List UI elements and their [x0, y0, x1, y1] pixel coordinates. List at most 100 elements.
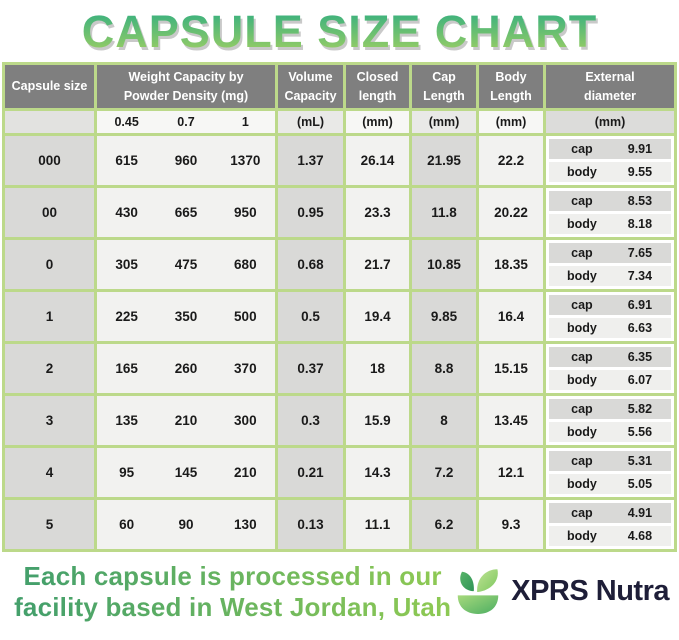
closed-length-cell: 23.3: [343, 185, 412, 240]
body-length-cell: 16.4: [476, 289, 546, 344]
ext-body-value: 8.18: [627, 217, 653, 231]
col-header-cap-length: Cap Length: [409, 62, 479, 111]
table-row-4: 4 95 145 210 0.21 14.3 7.2 12.1 cap 5.31 …: [2, 445, 677, 500]
brand-logo: XPRS Nutra: [451, 565, 669, 619]
ext-body-label: body: [567, 269, 597, 283]
volume-cell: 0.68: [275, 237, 346, 292]
capsule-size-cell: 5: [2, 497, 97, 552]
footer-tagline-line1: Each capsule is processed in our: [23, 561, 442, 591]
cap-length-cell: 6.2: [409, 497, 479, 552]
ext-cap-value: 6.35: [627, 350, 653, 364]
ext-cap-value: 5.82: [627, 402, 653, 416]
weight-value: 665: [174, 205, 198, 220]
ext-body-band: body 9.55: [549, 162, 671, 182]
table-row-00: 00 430 665 950 0.95 23.3 11.8 20.22 cap 8…: [2, 185, 677, 240]
ext-cap-value: 5.31: [627, 454, 653, 468]
weight-value: 950: [234, 205, 257, 220]
ext-cap-label: cap: [571, 506, 593, 520]
units-empty-cell: [2, 108, 97, 136]
ext-cap-band: cap 8.53: [549, 191, 671, 211]
closed-length-cell: 15.9: [343, 393, 412, 448]
ext-body-value: 6.63: [627, 321, 653, 335]
ext-cap-label: cap: [571, 454, 593, 468]
volume-cell: 0.37: [275, 341, 346, 396]
weight-capacity-cell: 430 665 950: [94, 185, 278, 240]
unit-body-length: (mm): [476, 108, 546, 136]
ext-cap-label: cap: [571, 350, 593, 364]
external-diameter-cell: cap 8.53 body 8.18: [543, 185, 677, 240]
external-diameter-cell: cap 5.82 body 5.56: [543, 393, 677, 448]
closed-length-cell: 18: [343, 341, 412, 396]
weight-value: 960: [174, 153, 198, 168]
weight-capacity-cell: 165 260 370: [94, 341, 278, 396]
ext-cap-value: 8.53: [627, 194, 653, 208]
ext-body-band: body 5.56: [549, 422, 671, 442]
ext-body-band: body 5.05: [549, 474, 671, 494]
units-density-cell: 0.45 0.7 1: [94, 108, 278, 136]
weight-capacity-cell: 135 210 300: [94, 393, 278, 448]
ext-body-label: body: [567, 477, 597, 491]
col-header-body-length: Body Length: [476, 62, 546, 111]
table-row-0: 0 305 475 680 0.68 21.7 10.85 18.35 cap 7…: [2, 237, 677, 292]
cap-length-cell: 10.85: [409, 237, 479, 292]
weight-value: 305: [115, 257, 138, 272]
col-header-capsule-size: Capsule size: [2, 62, 97, 111]
weight-value: 370: [234, 361, 257, 376]
volume-cell: 0.95: [275, 185, 346, 240]
ext-cap-value: 7.65: [627, 246, 653, 260]
ext-body-value: 5.56: [627, 425, 653, 439]
capsule-size-cell: 3: [2, 393, 97, 448]
unit-cap-length: (mm): [409, 108, 479, 136]
ext-body-band: body 6.07: [549, 370, 671, 390]
weight-value: 130: [234, 517, 257, 532]
ext-body-value: 9.55: [627, 165, 653, 179]
capsule-size-cell: 0: [2, 237, 97, 292]
volume-cell: 0.21: [275, 445, 346, 500]
footer-tagline: Each capsule is processed in our facilit…: [14, 561, 451, 622]
ext-cap-value: 6.91: [627, 298, 653, 312]
unit-closed-length: (mm): [343, 108, 412, 136]
capsule-size-cell: 4: [2, 445, 97, 500]
ext-cap-band: cap 4.91: [549, 503, 671, 523]
ext-cap-label: cap: [571, 298, 593, 312]
cap-length-cell: 8.8: [409, 341, 479, 396]
ext-body-value: 4.68: [627, 529, 653, 543]
cap-length-cell: 11.8: [409, 185, 479, 240]
capsule-size-cell: 000: [2, 133, 97, 188]
ext-body-band: body 4.68: [549, 526, 671, 546]
unit-external-diameter: (mm): [543, 108, 677, 136]
table-row-1: 1 225 350 500 0.5 19.4 9.85 16.4 cap 6.91…: [2, 289, 677, 344]
ext-cap-band: cap 6.35: [549, 347, 671, 367]
ext-body-band: body 7.34: [549, 266, 671, 286]
weight-value: 95: [119, 465, 135, 480]
ext-cap-value: 9.91: [627, 142, 653, 156]
weight-capacity-cell: 225 350 500: [94, 289, 278, 344]
leaf-bowl-icon: [457, 568, 499, 614]
weight-value: 350: [174, 309, 198, 324]
volume-cell: 0.3: [275, 393, 346, 448]
ext-body-value: 7.34: [627, 269, 653, 283]
cap-length-cell: 7.2: [409, 445, 479, 500]
weight-capacity-cell: 60 90 130: [94, 497, 278, 552]
body-length-cell: 12.1: [476, 445, 546, 500]
capsule-size-table: Capsule size Weight Capacity by Powder D…: [2, 62, 677, 552]
page-header: CAPSULE SIZE CHART: [0, 0, 679, 62]
volume-cell: 0.5: [275, 289, 346, 344]
ext-body-label: body: [567, 373, 597, 387]
col-header-external-diameter: External diameter: [543, 62, 677, 111]
header-row: Capsule size Weight Capacity by Powder D…: [2, 62, 677, 111]
units-row: 0.45 0.7 1 (mL) (mm) (mm) (mm) (mm): [2, 108, 677, 136]
page-title: CAPSULE SIZE CHART: [81, 5, 598, 57]
ext-cap-label: cap: [571, 194, 593, 208]
ext-cap-label: cap: [571, 142, 593, 156]
closed-length-cell: 26.14: [343, 133, 412, 188]
ext-body-value: 5.05: [627, 477, 653, 491]
ext-cap-band: cap 5.31: [549, 451, 671, 471]
closed-length-cell: 14.3: [343, 445, 412, 500]
weight-value: 210: [234, 465, 257, 480]
cap-length-cell: 8: [409, 393, 479, 448]
ext-body-label: body: [567, 321, 597, 335]
cap-length-cell: 21.95: [409, 133, 479, 188]
density-value: 1: [241, 115, 249, 129]
weight-value: 145: [174, 465, 198, 480]
